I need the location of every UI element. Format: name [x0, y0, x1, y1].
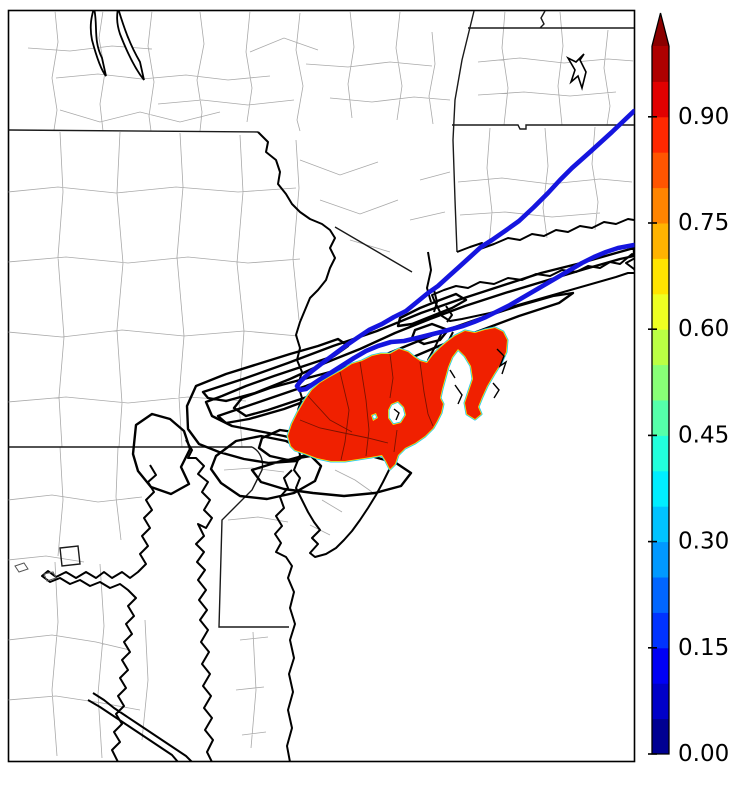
- colorbar-segment: [652, 223, 669, 259]
- probability-region-fill: [288, 328, 507, 469]
- colorbar-extend-arrow: [652, 13, 669, 46]
- colorbar-segment: [652, 258, 669, 295]
- colorbar-segment: [652, 612, 669, 649]
- colorbar-segment: [652, 683, 669, 720]
- colorbar-outline: [651, 12, 670, 755]
- colorbar-segments: [652, 46, 669, 755]
- colorbar-segment: [652, 435, 669, 472]
- colorbar-segment: [652, 470, 669, 507]
- colorbar-segment: [652, 506, 669, 543]
- colorbar-segment: [652, 718, 669, 755]
- colorbar-segment: [652, 541, 669, 578]
- colorbar-tick-label: 0.00: [678, 741, 729, 767]
- colorbar-segment: [652, 46, 669, 82]
- colorbar-segment: [652, 329, 669, 366]
- harbor-fragments: [393, 348, 508, 421]
- county-boundaries: [8, 10, 635, 759]
- colorbar-segment: [652, 116, 669, 153]
- colorbar-tick-label: 0.60: [678, 316, 729, 342]
- reservoir-lake: [565, 53, 587, 91]
- probability-region: [286, 326, 509, 471]
- colorbar-tick-labels: 0.00 0.15 0.30 0.45 0.60 0.75 0.90: [678, 104, 729, 767]
- colorbar-segment: [652, 293, 669, 330]
- colorbar-tick-label: 0.45: [678, 422, 729, 448]
- colorbar-segment: [652, 187, 669, 224]
- colorbar-tick-label: 0.30: [678, 529, 729, 555]
- colorbar-segment: [652, 152, 669, 189]
- colorbar-segment: [652, 81, 669, 118]
- colorbar-tick-label: 0.90: [678, 104, 729, 130]
- colorbar-ticks: [648, 116, 657, 755]
- small-ponds: [14, 562, 57, 582]
- colorbar-tick-label: 0.15: [678, 635, 729, 661]
- probability-region-interior-lines: [299, 353, 434, 461]
- finger-lakes: [89, 10, 145, 81]
- colorbar-segment: [652, 364, 669, 401]
- colorbar: 0.00 0.15 0.30 0.45 0.60 0.75 0.90: [648, 12, 729, 767]
- colorbar-segment: [652, 647, 669, 684]
- colorbar-segment: [652, 400, 669, 436]
- colorbar-segment: [652, 577, 669, 613]
- blue-hairpin-track: [294, 108, 635, 393]
- colorbar-tick-label: 0.75: [678, 210, 729, 236]
